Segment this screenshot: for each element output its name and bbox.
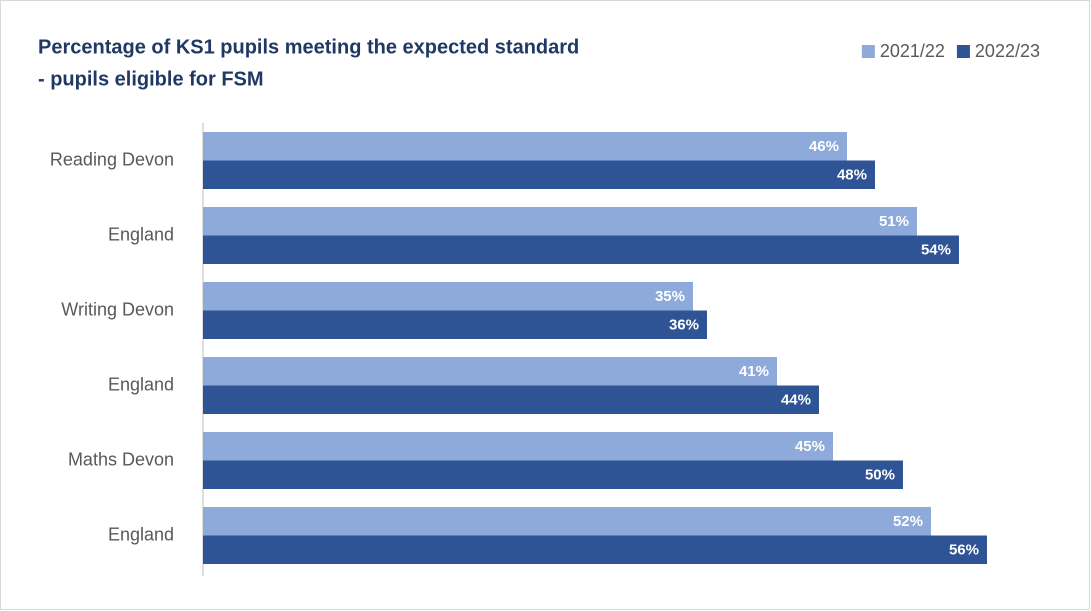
y-tick-label: Maths Devon: [68, 449, 174, 469]
bar: [203, 310, 707, 339]
data-label: 56%: [949, 542, 979, 559]
legend-label: 2022/23: [975, 41, 1040, 61]
bar: [203, 207, 917, 236]
data-label: 35%: [655, 288, 685, 305]
data-label: 51%: [879, 213, 909, 230]
data-label: 48%: [837, 167, 867, 184]
bar: [203, 357, 777, 386]
bar: [203, 282, 693, 311]
bar: [203, 535, 987, 564]
bar: [203, 235, 959, 264]
y-tick-label: England: [108, 224, 174, 244]
data-label: 52%: [893, 513, 923, 530]
legend-swatch: [861, 45, 875, 58]
data-label: 44%: [781, 392, 811, 409]
data-label: 54%: [921, 242, 951, 259]
bar: [203, 385, 819, 414]
bar: [203, 432, 833, 461]
bar: [203, 132, 847, 161]
bar: [203, 460, 903, 489]
bar: [203, 160, 875, 189]
y-tick-label: England: [108, 374, 174, 394]
y-tick-label: England: [108, 524, 174, 544]
data-label: 36%: [669, 317, 699, 334]
data-label: 41%: [739, 363, 769, 380]
chart-title: - pupils eligible for FSM: [38, 68, 264, 90]
data-label: 46%: [809, 138, 839, 155]
y-tick-label: Reading Devon: [50, 149, 174, 169]
chart-title: Percentage of KS1 pupils meeting the exp…: [38, 36, 579, 58]
bar: [203, 507, 931, 536]
legend-label: 2021/22: [880, 41, 945, 61]
data-label: 50%: [865, 467, 895, 484]
data-label: 45%: [795, 438, 825, 455]
y-tick-label: Writing Devon: [61, 299, 174, 319]
legend-swatch: [956, 45, 970, 58]
